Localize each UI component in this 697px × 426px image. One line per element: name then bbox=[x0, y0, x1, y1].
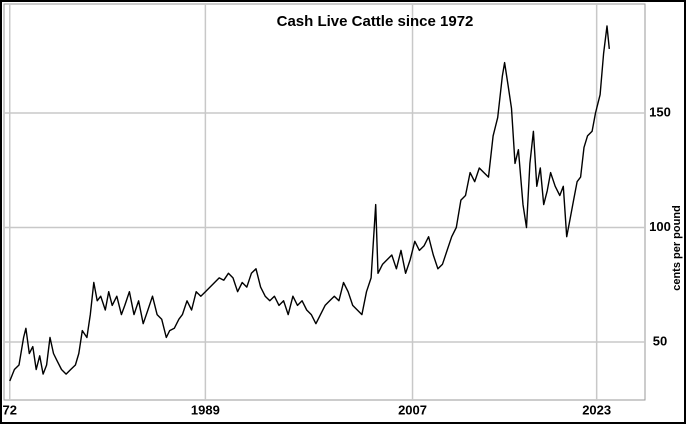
plot-frame bbox=[3, 3, 646, 401]
x-tick-label: 1989 bbox=[191, 402, 220, 417]
chart-title: Cash Live Cattle since 1972 bbox=[277, 13, 474, 30]
x-tick-label: 72 bbox=[3, 402, 17, 417]
grid bbox=[4, 4, 645, 400]
y-axis-label: cents per pound bbox=[671, 205, 683, 291]
x-tick-label: 2007 bbox=[398, 402, 427, 417]
y-tick-label: 100 bbox=[649, 219, 671, 234]
y-tick-label: 150 bbox=[649, 104, 671, 119]
x-tick-label: 2023 bbox=[582, 402, 611, 417]
price-line bbox=[9, 25, 610, 382]
y-tick-label: 50 bbox=[653, 333, 667, 348]
outer-frame bbox=[0, 0, 686, 424]
